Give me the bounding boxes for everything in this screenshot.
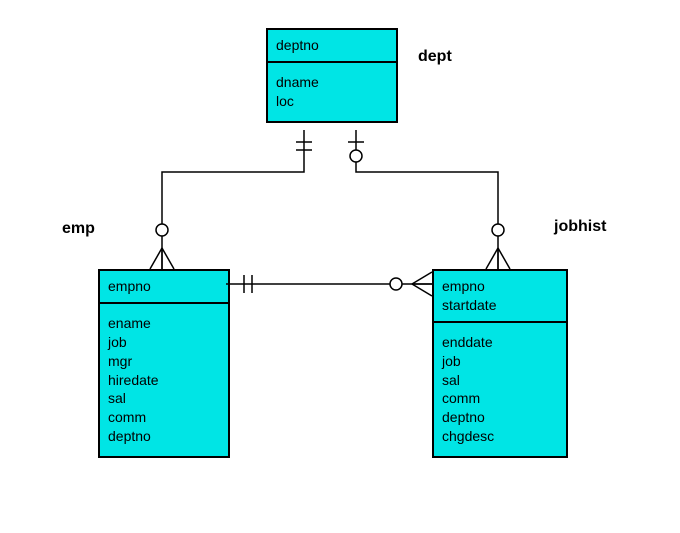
er-diagram-canvas: deptno dname loc dept empno ename job mg… (0, 0, 680, 533)
relationship-lines (0, 0, 680, 533)
